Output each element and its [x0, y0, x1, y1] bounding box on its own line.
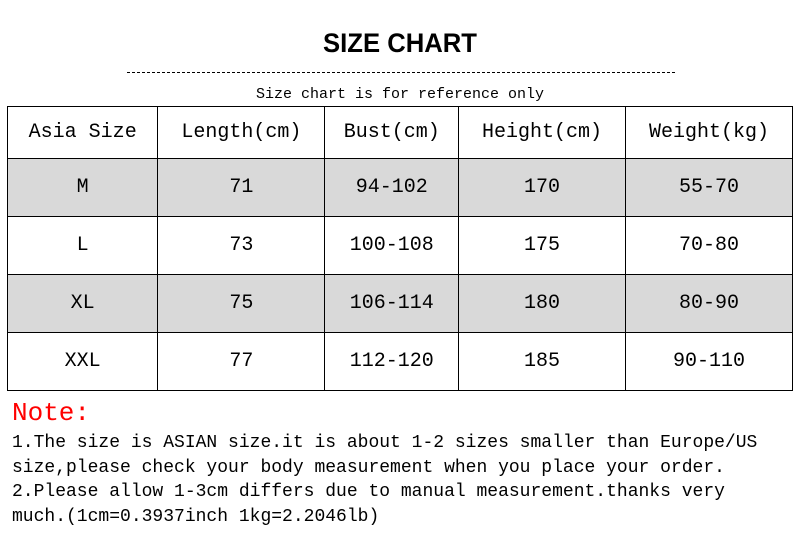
note-line: size,please check your body measurement … [12, 457, 725, 478]
header-cell: Asia Size [6, 106, 159, 159]
dashed-divider [127, 72, 675, 73]
table-cell: 71 [157, 158, 326, 217]
table-cell: M [6, 158, 159, 217]
table-cell: 185 [458, 332, 627, 391]
header-cell: Height(cm) [458, 106, 627, 159]
note-line: much.(1cm=0.3937inch 1kg=2.2046lb) [12, 506, 380, 527]
table-cell: 100-108 [324, 216, 460, 275]
page-title: SIZE CHART [323, 28, 477, 58]
table-cell: 55-70 [625, 158, 793, 217]
table-header-row: Asia Size Length(cm) Bust(cm) Height(cm)… [6, 106, 793, 159]
table-cell: 180 [458, 274, 627, 333]
table-cell: 73 [157, 216, 326, 275]
table-cell: 170 [458, 158, 627, 217]
table-cell: 77 [157, 332, 326, 391]
subtitle: Size chart is for reference only [255, 86, 545, 103]
table-cell: 90-110 [625, 332, 793, 391]
table-cell: XL [6, 274, 159, 333]
size-table: Asia Size Length(cm) Bust(cm) Height(cm)… [6, 106, 793, 391]
header-cell: Length(cm) [157, 106, 326, 159]
note-label: Note: [12, 398, 91, 428]
table-cell: XXL [6, 332, 159, 391]
note-line: 2.Please allow 1-3cm differs due to manu… [12, 482, 725, 503]
table-row: XXL 77 112-120 185 90-110 [6, 332, 793, 391]
header-cell: Bust(cm) [324, 106, 460, 159]
table-cell: 70-80 [625, 216, 793, 275]
table-cell: 112-120 [324, 332, 460, 391]
table-cell: 175 [458, 216, 627, 275]
table-row: XL 75 106-114 180 80-90 [6, 274, 793, 333]
note-text: 1.The size is ASIAN size.it is about 1-2… [12, 431, 757, 529]
table-row: L 73 100-108 175 70-80 [6, 216, 793, 275]
table-cell: L [6, 216, 159, 275]
table-cell: 106-114 [324, 274, 460, 333]
table-cell: 94-102 [324, 158, 460, 217]
table-cell: 75 [157, 274, 326, 333]
table-row: M 71 94-102 170 55-70 [6, 158, 793, 217]
note-line: 1.The size is ASIAN size.it is about 1-2… [12, 433, 758, 453]
table-cell: 80-90 [625, 274, 793, 333]
header-cell: Weight(kg) [625, 106, 793, 159]
